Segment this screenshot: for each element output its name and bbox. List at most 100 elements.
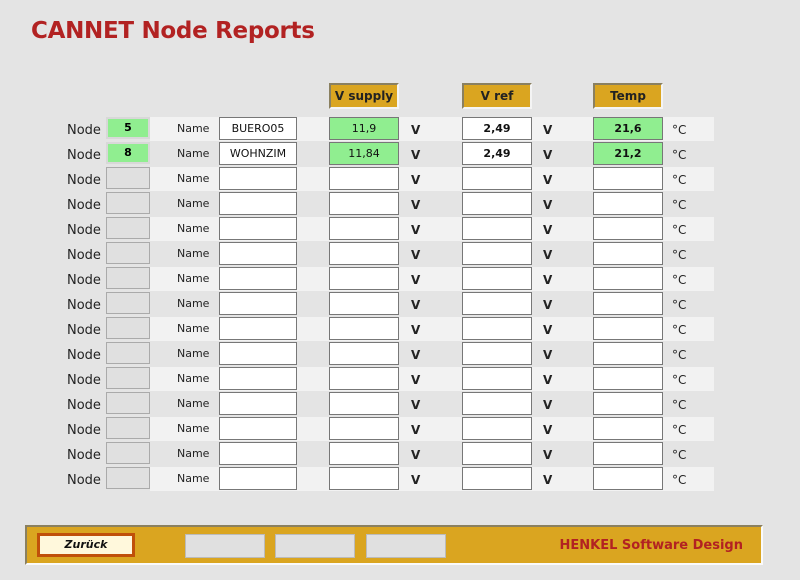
vref-field[interactable] <box>462 467 532 490</box>
vref-field[interactable] <box>462 442 532 465</box>
node-id-field[interactable]: 5 <box>106 117 150 139</box>
header-temp: Temp <box>593 83 663 109</box>
vsupply-field[interactable] <box>329 417 399 440</box>
footer-button-3[interactable] <box>366 534 446 558</box>
node-name-field[interactable] <box>219 217 297 240</box>
node-name-field[interactable] <box>219 367 297 390</box>
node-id-field[interactable] <box>106 192 150 214</box>
vsupply-field[interactable]: 11,84 <box>329 142 399 165</box>
temp-unit: °C <box>672 248 687 262</box>
node-name-field[interactable] <box>219 392 297 415</box>
node-name-field[interactable] <box>219 467 297 490</box>
temp-field[interactable] <box>593 367 663 390</box>
vref-field[interactable]: 2,49 <box>462 142 532 165</box>
node-name-field[interactable] <box>219 417 297 440</box>
node-id-field[interactable] <box>106 442 150 464</box>
name-label: Name <box>177 422 210 435</box>
temp-field[interactable] <box>593 467 663 490</box>
name-label: Name <box>177 397 210 410</box>
header-vref: V ref <box>462 83 532 109</box>
table-row: Node Name V V °C <box>0 367 800 392</box>
vref-unit: V <box>543 248 553 262</box>
node-id-field[interactable] <box>106 367 150 389</box>
node-name-field[interactable]: WOHNZIM <box>219 142 297 165</box>
node-id-field[interactable] <box>106 242 150 264</box>
vref-field[interactable] <box>462 242 532 265</box>
node-id-field[interactable] <box>106 467 150 489</box>
vref-field[interactable] <box>462 292 532 315</box>
node-name-field[interactable] <box>219 292 297 315</box>
node-label: Node <box>67 323 101 338</box>
vsupply-field[interactable] <box>329 242 399 265</box>
vsupply-field[interactable] <box>329 192 399 215</box>
back-button[interactable]: Zurück <box>37 533 135 557</box>
node-label: Node <box>67 223 101 238</box>
vsupply-field[interactable] <box>329 442 399 465</box>
vref-field[interactable] <box>462 367 532 390</box>
node-name-field[interactable]: BUERO05 <box>219 117 297 140</box>
vref-field[interactable] <box>462 267 532 290</box>
temp-unit: °C <box>672 173 687 187</box>
vref-field[interactable] <box>462 167 532 190</box>
node-id-field[interactable] <box>106 292 150 314</box>
vref-field[interactable] <box>462 392 532 415</box>
vsupply-unit: V <box>411 123 421 137</box>
vsupply-field[interactable] <box>329 342 399 365</box>
vref-field[interactable]: 2,49 <box>462 117 532 140</box>
temp-unit: °C <box>672 373 687 387</box>
temp-field[interactable] <box>593 167 663 190</box>
temp-field[interactable] <box>593 217 663 240</box>
vref-field[interactable] <box>462 417 532 440</box>
vref-field[interactable] <box>462 342 532 365</box>
table-row: Node Name V V °C <box>0 267 800 292</box>
temp-field[interactable] <box>593 442 663 465</box>
temp-field[interactable] <box>593 267 663 290</box>
footer-button-1[interactable] <box>185 534 265 558</box>
vsupply-field[interactable] <box>329 467 399 490</box>
node-name-field[interactable] <box>219 317 297 340</box>
node-id-field[interactable]: 8 <box>106 142 150 164</box>
table-row: Node Name V V °C <box>0 317 800 342</box>
vref-field[interactable] <box>462 217 532 240</box>
vsupply-field[interactable] <box>329 292 399 315</box>
vsupply-field[interactable]: 11,9 <box>329 117 399 140</box>
table-row: Node Name V V °C <box>0 392 800 417</box>
node-id-field[interactable] <box>106 417 150 439</box>
node-id-field[interactable] <box>106 167 150 189</box>
footer-button-2[interactable] <box>275 534 355 558</box>
name-label: Name <box>177 147 210 160</box>
node-id-field[interactable] <box>106 342 150 364</box>
vsupply-field[interactable] <box>329 392 399 415</box>
vsupply-field[interactable] <box>329 267 399 290</box>
temp-field[interactable]: 21,6 <box>593 117 663 140</box>
temp-field[interactable] <box>593 392 663 415</box>
vref-field[interactable] <box>462 192 532 215</box>
vsupply-unit: V <box>411 223 421 237</box>
temp-field[interactable] <box>593 292 663 315</box>
name-label: Name <box>177 297 210 310</box>
vsupply-field[interactable] <box>329 167 399 190</box>
temp-field[interactable] <box>593 417 663 440</box>
temp-field[interactable] <box>593 192 663 215</box>
vref-unit: V <box>543 223 553 237</box>
vsupply-field[interactable] <box>329 367 399 390</box>
node-name-field[interactable] <box>219 192 297 215</box>
node-name-field[interactable] <box>219 242 297 265</box>
vsupply-unit: V <box>411 298 421 312</box>
node-name-field[interactable] <box>219 442 297 465</box>
temp-field[interactable] <box>593 342 663 365</box>
temp-field[interactable]: 21,2 <box>593 142 663 165</box>
node-label: Node <box>67 423 101 438</box>
node-id-field[interactable] <box>106 217 150 239</box>
vsupply-field[interactable] <box>329 217 399 240</box>
node-id-field[interactable] <box>106 317 150 339</box>
vsupply-field[interactable] <box>329 317 399 340</box>
node-id-field[interactable] <box>106 267 150 289</box>
temp-field[interactable] <box>593 242 663 265</box>
node-name-field[interactable] <box>219 342 297 365</box>
vref-field[interactable] <box>462 317 532 340</box>
node-id-field[interactable] <box>106 392 150 414</box>
node-name-field[interactable] <box>219 167 297 190</box>
node-name-field[interactable] <box>219 267 297 290</box>
temp-field[interactable] <box>593 317 663 340</box>
